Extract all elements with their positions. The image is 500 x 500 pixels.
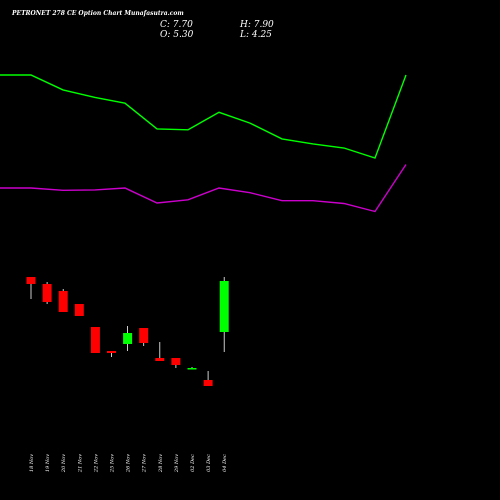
lower-indicator-line [0,164,407,213]
chart-title: PETRONET 278 CE Option Chart Munafa­sutr… [11,10,184,17]
candle-25-nov [107,351,116,357]
candle-body-down [74,304,84,316]
x-axis-ticks: 18 Nov 19 Nov 20 Nov 21 Nov 22 Nov 25 Nov 26 N… [29,454,228,473]
x-tick-label: 19 Nov [45,454,51,472]
candle-body-down [171,358,181,365]
indicator-lines [0,74,407,213]
x-tick-label: 04 Dec [222,454,228,472]
candle-21-nov [74,304,84,316]
candle-body-up [123,333,133,344]
candle-26-nov [123,326,133,351]
candlestick-series [26,277,229,386]
x-tick-label: 28 Nov [158,454,164,473]
candle-04-dec [219,277,229,352]
candle-18-nov [26,277,36,299]
low-value: L: 4.25 [239,30,272,40]
x-tick-label: 25 Nov [110,454,116,473]
candle-body-up [187,368,197,370]
x-tick-label: 29 Nov [174,454,180,473]
candle-19-nov [42,282,52,304]
candle-body-down [42,284,52,302]
candle-27-nov [139,328,149,346]
candle-body-down [58,291,68,312]
candle-body-down [155,358,165,361]
upper-indicator-line [0,74,407,159]
x-tick-label: 27 Nov [142,454,148,473]
high-value: H: 7.90 [239,20,274,30]
open-value: O: 5.30 [160,30,194,40]
candle-body-down [107,351,116,353]
candle-body-down [203,380,213,386]
candle-02-dec [187,367,197,370]
candle-body-down [26,277,36,284]
candle-28-nov [155,342,165,361]
x-tick-label: 02 Dec [190,454,196,472]
candle-body-down [139,328,149,343]
x-tick-label: 03 Dec [206,454,212,472]
candle-body-down [90,327,100,353]
candle-03-dec [203,371,213,386]
x-tick-label: 20 Nov [61,454,67,473]
candle-22-nov [90,327,100,353]
x-tick-label: 18 Nov [29,454,35,472]
close-value: C: 7.70 [160,20,193,30]
candle-29-nov [171,358,181,368]
candle-body-up [219,281,229,332]
x-tick-label: 22 Nov [93,454,99,473]
x-tick-label: 21 Nov [77,454,83,473]
x-tick-label: 26 Nov [126,454,132,473]
candle-20-nov [58,289,68,312]
